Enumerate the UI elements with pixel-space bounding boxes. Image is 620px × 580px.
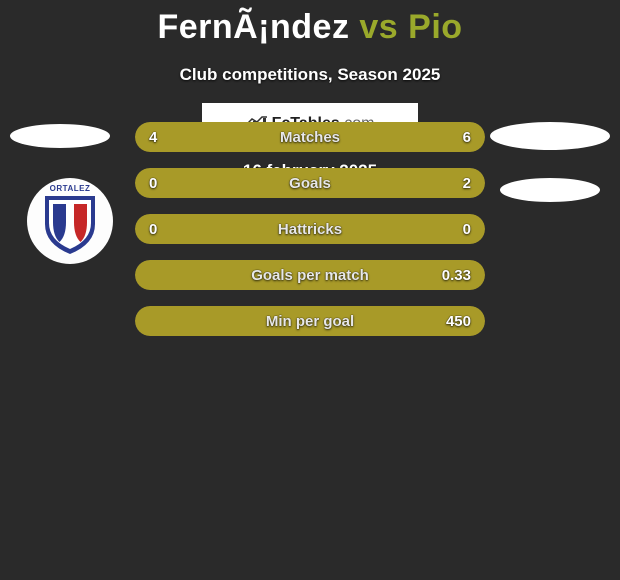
title-player-right: Pio bbox=[408, 8, 462, 46]
shield-icon bbox=[43, 194, 97, 256]
stat-label: Min per goal bbox=[135, 306, 485, 336]
stat-value-right: 0.33 bbox=[442, 260, 471, 290]
stat-label: Goals bbox=[135, 168, 485, 198]
stat-label: Matches bbox=[135, 122, 485, 152]
stat-row: 4Matches6 bbox=[135, 122, 485, 152]
player-avatar-right-2 bbox=[500, 178, 600, 202]
crest-label: ORTALEZ bbox=[50, 184, 91, 193]
stats-container: 4Matches60Goals20Hattricks0Goals per mat… bbox=[135, 122, 485, 352]
stat-label: Goals per match bbox=[135, 260, 485, 290]
player-avatar-left bbox=[10, 124, 110, 148]
title-player-left: FernÃ¡ndez bbox=[157, 8, 349, 46]
stat-row: 0Goals2 bbox=[135, 168, 485, 198]
team-crest: ORTALEZ bbox=[27, 178, 113, 264]
title-vs: vs bbox=[349, 8, 408, 46]
stat-row: 0Hattricks0 bbox=[135, 214, 485, 244]
player-avatar-right-1 bbox=[490, 122, 610, 150]
subtitle: Club competitions, Season 2025 bbox=[0, 65, 620, 85]
stat-value-right: 0 bbox=[463, 214, 471, 244]
page-title: FernÃ¡ndez vs Pio bbox=[0, 0, 620, 47]
stat-row: Goals per match0.33 bbox=[135, 260, 485, 290]
stat-value-right: 6 bbox=[463, 122, 471, 152]
stat-row: Min per goal450 bbox=[135, 306, 485, 336]
stat-value-right: 2 bbox=[463, 168, 471, 198]
stat-label: Hattricks bbox=[135, 214, 485, 244]
stat-value-right: 450 bbox=[446, 306, 471, 336]
